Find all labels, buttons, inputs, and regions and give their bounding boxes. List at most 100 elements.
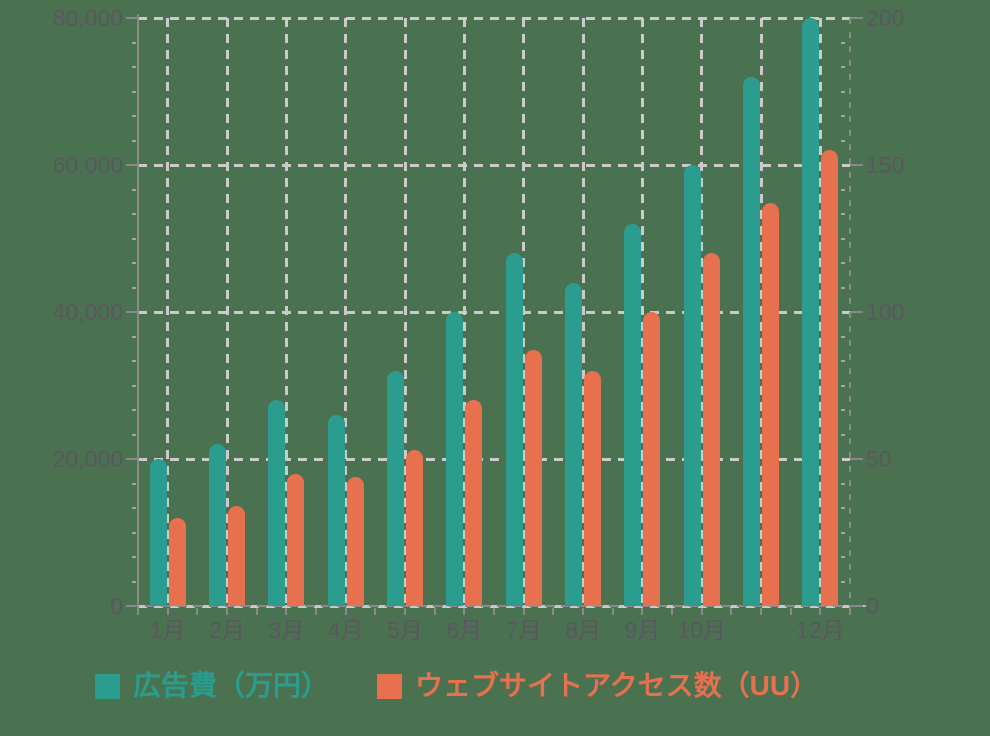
y-axis-left-minor-tick: [132, 66, 136, 68]
x-axis-tick-label: 6月: [446, 617, 483, 643]
legend-item-ad-cost: 広告費（万円）: [95, 669, 329, 703]
v-gridline: [522, 18, 526, 606]
y-axis-left-tick: [126, 458, 138, 460]
h-gridline: [138, 457, 850, 461]
y-axis-left-minor-tick: [132, 409, 136, 411]
x-axis-tick: [493, 608, 495, 615]
y-axis-right-minor-tick: [841, 41, 845, 44]
y-axis-left-tick: [126, 164, 138, 166]
x-axis-tick-label: 2月: [209, 617, 245, 643]
site-access-bar-6月: [465, 400, 483, 606]
ad-cost-legend-label: 広告費（万円）: [133, 670, 330, 701]
v-gridline: [166, 18, 170, 606]
x-axis-tick: [255, 608, 258, 615]
y-axis-left-minor-tick: [132, 139, 136, 142]
x-axis-tick: [582, 608, 584, 615]
y-axis-right-minor-tick: [841, 409, 845, 411]
y-axis-left-minor-tick: [132, 556, 136, 558]
y-axis-right-minor-tick: [841, 507, 845, 509]
x-axis-tick: [344, 608, 347, 615]
y-axis-right-tick-label: 100: [866, 299, 905, 325]
y-axis-left-minor-tick: [132, 507, 136, 509]
legend-item-site-access: ウェブサイトアクセス数（UU）: [377, 669, 818, 703]
y-axis-right-minor-tick: [841, 286, 845, 289]
y-axis-left-line: [137, 14, 139, 608]
v-gridline: [462, 18, 466, 606]
x-axis-tick-label: 12月: [796, 617, 845, 643]
x-axis-tick: [552, 608, 555, 615]
v-gridline: [640, 18, 644, 606]
ad-cost-bar-3月: [268, 400, 286, 606]
x-axis-tick-label: 7月: [505, 617, 542, 643]
v-gridline: [581, 18, 585, 606]
y-axis-left-tick-label: 40,000: [52, 299, 123, 325]
x-axis-tick-label: 3月: [268, 617, 305, 643]
ad-cost-bar-6月: [446, 312, 464, 606]
v-gridline: [700, 18, 704, 606]
y-axis-right-minor-tick: [841, 482, 845, 485]
y-axis-right-tick: [850, 164, 863, 166]
ad-cost-bar-7月: [505, 253, 523, 606]
site-access-legend-swatch-icon: [377, 673, 403, 699]
y-axis-left-minor-tick: [132, 188, 136, 191]
ad-cost-legend-swatch-icon: [95, 673, 120, 699]
x-axis-tick: [730, 608, 733, 615]
y-axis-right-tick-label: 50: [866, 446, 892, 472]
ad-cost-bar-1月: [149, 459, 167, 606]
site-access-legend-label: ウェブサイトアクセス数（UU）: [415, 670, 819, 701]
y-axis-left-minor-tick: [132, 41, 136, 44]
ad-cost-bar-2月: [209, 444, 226, 606]
x-axis-tick: [315, 608, 317, 615]
x-axis-tick: [819, 608, 822, 615]
x-axis-tick: [374, 608, 377, 615]
site-access-bar-4月: [346, 476, 364, 606]
h-gridline: [138, 16, 850, 20]
ad-cost-bar-8月: [565, 282, 582, 606]
x-axis-tick: [196, 608, 199, 615]
ad-cost-bar-12月: [802, 18, 820, 606]
site-access-bar-11月: [762, 203, 779, 606]
y-axis-left-minor-tick: [132, 482, 136, 485]
y-axis-right-tick-label: 0: [866, 593, 879, 619]
v-gridline: [818, 18, 822, 606]
v-gridline: [225, 18, 229, 606]
y-axis-right-minor-tick: [841, 262, 845, 264]
x-axis-tick: [285, 608, 288, 615]
y-axis-left-minor-tick: [132, 90, 136, 93]
site-access-bar-7月: [524, 350, 542, 606]
x-axis-tick-label: 9月: [624, 617, 661, 643]
site-access-bar-9月: [643, 312, 661, 606]
h-gridline: [138, 163, 850, 167]
y-axis-right-minor-tick: [841, 90, 845, 93]
ad-cost-bar-5月: [387, 370, 404, 606]
x-axis-tick: [789, 608, 792, 615]
y-axis-left-tick-label: 20,000: [52, 446, 123, 472]
v-gridline: [344, 18, 348, 606]
x-axis-tick-label: 10月: [677, 617, 726, 643]
x-axis-tick: [700, 608, 703, 615]
x-axis-tick: [760, 608, 762, 615]
y-axis-right-minor-tick: [841, 384, 845, 387]
y-axis-right-minor-tick: [841, 556, 845, 558]
y-axis-left-tick: [126, 311, 138, 313]
y-axis-left-minor-tick: [132, 115, 136, 117]
y-axis-right-minor-tick: [841, 213, 845, 215]
y-axis-right-minor-tick: [841, 237, 845, 240]
y-axis-right-minor-tick: [841, 433, 845, 436]
x-axis-tick-label: 8月: [565, 617, 601, 643]
y-axis-right-minor-tick: [841, 188, 845, 191]
y-axis-left-tick-label: 80,000: [52, 5, 123, 31]
h-gridline: [138, 310, 850, 314]
site-access-bar-10月: [702, 253, 720, 606]
site-access-bar-12月: [821, 150, 839, 606]
y-axis-left-minor-tick: [132, 213, 136, 215]
ad-cost-bar-10月: [683, 165, 701, 606]
x-axis-tick: [522, 608, 525, 615]
y-axis-left-minor-tick: [132, 237, 136, 240]
y-axis-right-minor-tick: [841, 580, 845, 583]
y-axis-right-tick: [850, 458, 863, 460]
y-axis-right-minor-tick: [841, 66, 845, 68]
y-axis-left-tick: [126, 17, 138, 19]
ad-cost-bar-4月: [327, 414, 345, 606]
